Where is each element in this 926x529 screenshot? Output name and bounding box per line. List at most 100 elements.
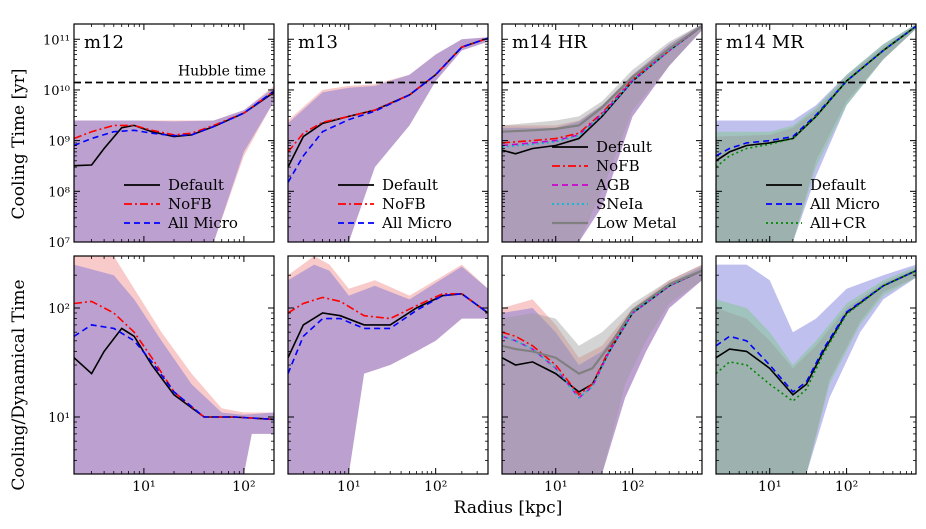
- series-low-metal: [502, 269, 702, 375]
- panel-m14mr-bottom: 10¹ 10²: [715, 255, 917, 495]
- minor-ticks: [716, 256, 916, 474]
- y-tick-label: 10¹: [48, 411, 70, 426]
- legend-label: Default: [810, 176, 866, 194]
- y-tick-label: 10¹¹: [43, 33, 70, 48]
- panel-m12-top: Hubble time 10⁷ 10⁸ 10⁹ 10¹⁰ 10¹¹ m12 DefaultNo…: [43, 23, 275, 251]
- band-band_red: [288, 256, 488, 474]
- plot-area: [502, 24, 702, 242]
- band-band_blue: [716, 264, 916, 474]
- plot-area: [288, 37, 488, 242]
- hubble-time-label: Hubble time: [178, 64, 266, 80]
- panel-m14hr-bottom: 10¹ 10²: [501, 255, 703, 495]
- minor-ticks: [74, 24, 274, 242]
- band-band_blue: [288, 37, 488, 242]
- band-band_blue: [74, 264, 274, 474]
- legend-label: All Micro: [167, 214, 238, 232]
- legend-label: All+CR: [809, 214, 866, 232]
- y-tick-label: 10⁹: [48, 135, 70, 150]
- legend-label: Default: [382, 176, 438, 194]
- minor-ticks: [502, 24, 702, 242]
- panel-label: m12: [84, 32, 124, 53]
- panel-m13-bottom: 10¹ 10²: [287, 255, 489, 495]
- series-nofb: [74, 300, 274, 421]
- series-agb: [502, 25, 702, 147]
- legend-label: AGB: [595, 176, 630, 194]
- y-tick-label: 10¹⁰: [43, 84, 70, 99]
- band-band_gray: [502, 264, 702, 474]
- minor-ticks: [716, 24, 916, 242]
- plot-area: [502, 264, 702, 474]
- band-band_red: [74, 256, 274, 474]
- series-nofb: [288, 293, 488, 320]
- band-band_blue: [288, 264, 488, 474]
- panel-label: m14 MR: [726, 32, 804, 53]
- legend-label: All Micro: [809, 195, 880, 213]
- series-sneia: [502, 269, 702, 399]
- legend-label: NoFB: [596, 157, 640, 175]
- band-band_gray: [716, 25, 916, 242]
- legend-label: Low Metal: [596, 214, 677, 232]
- axes-frame: [287, 23, 489, 243]
- panel-label: m14 HR: [512, 32, 587, 53]
- plot-area: [716, 24, 916, 242]
- minor-ticks: [288, 256, 488, 474]
- legend-label: SNeIa: [596, 195, 643, 213]
- band-band_blue: [502, 266, 702, 474]
- x-tick-label: 10¹: [132, 479, 155, 495]
- legend-label: NoFB: [168, 195, 212, 213]
- plot-area: [74, 81, 274, 242]
- legend-label: NoFB: [382, 195, 426, 213]
- x-tick-label: 10²: [621, 479, 644, 495]
- y-tick-label: 10⁸: [48, 185, 70, 200]
- legend-label: Default: [596, 138, 652, 156]
- plot-area: [288, 256, 488, 474]
- series-all-micro: [74, 324, 274, 421]
- panel-label: m13: [298, 32, 338, 53]
- legend-label: All Micro: [381, 214, 452, 232]
- x-tick-label: 10¹: [758, 479, 781, 495]
- series-all-cr: [716, 269, 916, 403]
- x-tick-label: 10²: [835, 479, 858, 495]
- band-band_red: [502, 24, 702, 242]
- series-all-micro: [74, 90, 274, 147]
- x-tick-label: 10²: [424, 479, 447, 495]
- series-low-metal: [502, 25, 702, 133]
- panel-m12-bottom: 10¹ 10² 10¹ 10²: [48, 255, 275, 495]
- y-axis-label-bottom: Cooling/Dynamical Time: [9, 279, 29, 490]
- series-default: [288, 292, 488, 359]
- plot-area: [74, 256, 274, 474]
- minor-ticks: [288, 24, 488, 242]
- minor-ticks: [74, 256, 274, 474]
- legend-label: Default: [168, 176, 224, 194]
- series-default: [716, 25, 916, 162]
- series-all-micro: [288, 37, 488, 183]
- series-all-micro: [288, 292, 488, 374]
- x-tick-label: 10¹: [544, 479, 567, 495]
- plot-area: [716, 264, 916, 474]
- y-tick-label: 10⁷: [48, 236, 70, 251]
- x-tick-label: 10²: [232, 479, 255, 495]
- series-all-micro: [716, 269, 916, 393]
- band-band_red: [288, 37, 488, 242]
- band-band_red: [502, 264, 702, 474]
- series-all-micro: [716, 25, 916, 157]
- minor-ticks: [502, 256, 702, 474]
- y-axis-label-top: Cooling Time [yr]: [9, 69, 29, 220]
- band-band_gray: [502, 24, 702, 242]
- x-axis-label: Radius [kpc]: [454, 498, 563, 518]
- y-tick-label: 10²: [48, 302, 70, 317]
- band-band_blue: [502, 24, 702, 242]
- x-tick-label: 10¹: [337, 479, 360, 495]
- band-band_blue: [716, 24, 916, 242]
- band-band_green: [716, 24, 916, 242]
- band-band_gray: [716, 268, 916, 474]
